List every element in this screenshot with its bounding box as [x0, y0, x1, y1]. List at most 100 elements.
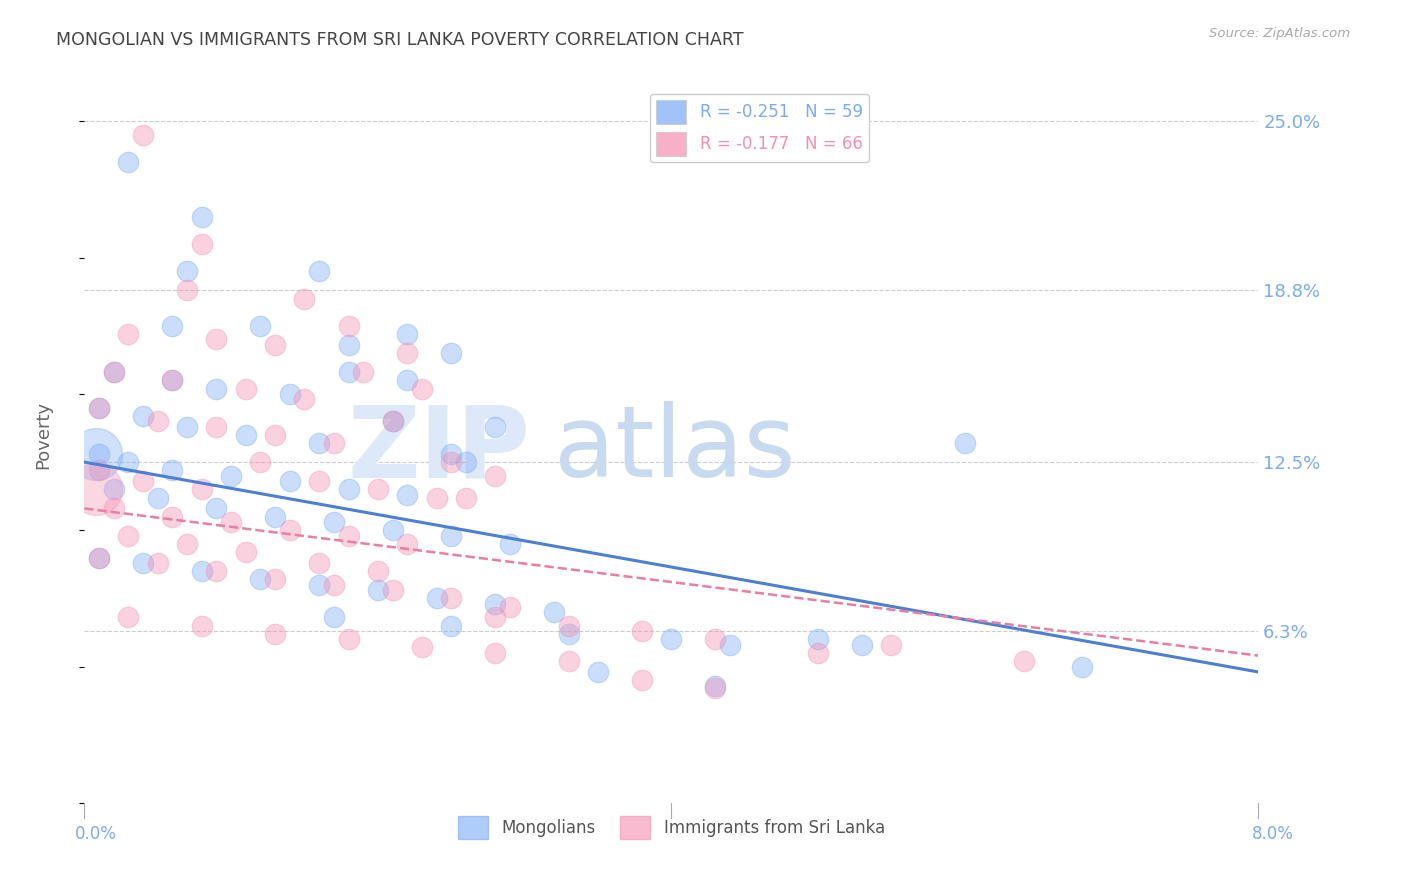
Point	[235, 427, 257, 442]
Point	[264, 572, 287, 586]
Point	[322, 436, 344, 450]
Point	[499, 537, 522, 551]
Point	[308, 556, 330, 570]
Point	[396, 537, 419, 551]
Point	[103, 365, 125, 379]
Point	[308, 264, 330, 278]
Point	[249, 572, 271, 586]
Point	[176, 284, 198, 298]
Text: 0.0%: 0.0%	[75, 825, 117, 843]
Point	[718, 638, 741, 652]
Point	[337, 529, 360, 543]
Text: Poverty: Poverty	[34, 401, 52, 469]
Point	[704, 681, 727, 696]
Point	[411, 640, 433, 655]
Point	[191, 564, 214, 578]
Point	[381, 583, 404, 598]
Point	[162, 373, 184, 387]
Point	[235, 382, 257, 396]
Point	[162, 509, 184, 524]
Point	[440, 346, 463, 360]
Point	[367, 583, 389, 598]
Point	[264, 627, 287, 641]
Legend: Mongolians, Immigrants from Sri Lanka: Mongolians, Immigrants from Sri Lanka	[451, 809, 891, 846]
Point	[176, 419, 198, 434]
Point	[499, 599, 522, 614]
Point	[557, 618, 579, 632]
Point	[294, 292, 316, 306]
Point	[704, 632, 727, 647]
Point	[117, 455, 139, 469]
Point	[84, 447, 107, 461]
Point	[264, 338, 287, 352]
Point	[278, 474, 301, 488]
Text: atlas: atlas	[554, 401, 796, 498]
Point	[337, 483, 360, 497]
Point	[337, 318, 360, 333]
Point	[117, 529, 139, 543]
Point	[249, 318, 271, 333]
Point	[87, 463, 110, 477]
Point	[396, 488, 419, 502]
Point	[117, 610, 139, 624]
Point	[162, 373, 184, 387]
Point	[661, 632, 683, 647]
Point	[631, 624, 654, 639]
Point	[337, 632, 360, 647]
Point	[308, 436, 330, 450]
Point	[381, 414, 404, 428]
Point	[205, 382, 228, 396]
Point	[381, 414, 404, 428]
Point	[484, 419, 506, 434]
Point	[205, 564, 228, 578]
Point	[807, 646, 830, 660]
Point	[880, 638, 903, 652]
Point	[426, 591, 449, 606]
Point	[103, 501, 125, 516]
Point	[264, 509, 287, 524]
Point	[162, 318, 184, 333]
Point	[146, 491, 169, 505]
Point	[454, 491, 477, 505]
Text: ZIP: ZIP	[347, 401, 530, 498]
Point	[557, 627, 579, 641]
Point	[440, 447, 463, 461]
Point	[146, 414, 169, 428]
Point	[84, 483, 107, 497]
Point	[322, 578, 344, 592]
Point	[308, 578, 330, 592]
Point	[1012, 654, 1035, 668]
Point	[103, 365, 125, 379]
Point	[132, 474, 155, 488]
Point	[294, 392, 316, 407]
Point	[953, 436, 976, 450]
Point	[87, 550, 110, 565]
Point	[219, 515, 242, 529]
Point	[367, 483, 389, 497]
Point	[132, 556, 155, 570]
Point	[440, 455, 463, 469]
Point	[117, 326, 139, 341]
Point	[219, 468, 242, 483]
Point	[308, 474, 330, 488]
Point	[176, 537, 198, 551]
Point	[87, 401, 110, 415]
Point	[191, 237, 214, 252]
Point	[396, 373, 419, 387]
Point	[264, 427, 287, 442]
Point	[411, 382, 433, 396]
Point	[440, 618, 463, 632]
Point	[117, 155, 139, 169]
Point	[352, 365, 374, 379]
Point	[586, 665, 609, 679]
Point	[440, 591, 463, 606]
Point	[87, 401, 110, 415]
Point	[132, 128, 155, 142]
Point	[1071, 659, 1094, 673]
Point	[191, 210, 214, 224]
Point	[631, 673, 654, 688]
Point	[278, 387, 301, 401]
Text: 8.0%: 8.0%	[1251, 825, 1294, 843]
Point	[557, 654, 579, 668]
Point	[367, 564, 389, 578]
